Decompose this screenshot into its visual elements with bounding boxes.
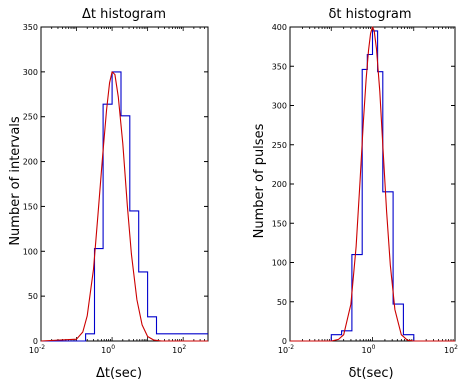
x-tick-label: 10-2 bbox=[29, 344, 45, 355]
histogram-step-line bbox=[41, 71, 208, 342]
y-tick-label: 0 bbox=[282, 337, 287, 346]
x-axis-label: Δt(sec) bbox=[96, 366, 142, 381]
y-tick-label: 100 bbox=[272, 259, 287, 268]
y-tick-label: 0 bbox=[33, 337, 38, 346]
y-tick-label: 250 bbox=[272, 141, 287, 150]
y-tick-label: 200 bbox=[23, 158, 38, 167]
y-tick-label: 150 bbox=[23, 202, 38, 211]
y-tick-label: 200 bbox=[272, 180, 287, 189]
x-tick-label: 102 bbox=[444, 344, 458, 355]
y-tick-label: 400 bbox=[272, 23, 287, 32]
y-tick-label: 300 bbox=[23, 68, 38, 77]
plot-frame bbox=[40, 26, 209, 342]
small-delta-t-histogram-panel: δt histogram δt(sec) Number of pulses 0 5… bbox=[252, 7, 458, 381]
y-axis-label: Number of pulses bbox=[252, 123, 267, 238]
x-tick-label: 100 bbox=[101, 344, 115, 355]
y-tick-label: 250 bbox=[23, 113, 38, 122]
y-tick-label: 100 bbox=[23, 247, 38, 256]
delta-t-histogram-panel: Δt histogram Δt(sec) Number of intervals… bbox=[8, 7, 209, 381]
x-tick-label: 10-2 bbox=[278, 344, 294, 355]
plot-frame bbox=[289, 26, 456, 342]
y-tick-label: 150 bbox=[272, 219, 287, 228]
y-axis-label: Number of intervals bbox=[8, 116, 23, 246]
fitted-curve bbox=[40, 71, 208, 342]
histogram-step-line bbox=[290, 30, 455, 342]
y-tick-label: 50 bbox=[28, 292, 38, 301]
y-tick-label: 50 bbox=[277, 298, 287, 307]
chart-title: Δt histogram bbox=[82, 7, 166, 22]
fitted-curve bbox=[290, 26, 455, 342]
chart-title: δt histogram bbox=[328, 7, 411, 22]
x-tick-label: 102 bbox=[172, 344, 186, 355]
x-axis-label: δt(sec) bbox=[348, 366, 393, 381]
y-tick-label: 300 bbox=[272, 102, 287, 111]
y-tick-label: 350 bbox=[23, 23, 38, 32]
y-tick-label: 350 bbox=[272, 62, 287, 71]
x-tick-label: 100 bbox=[361, 344, 375, 355]
